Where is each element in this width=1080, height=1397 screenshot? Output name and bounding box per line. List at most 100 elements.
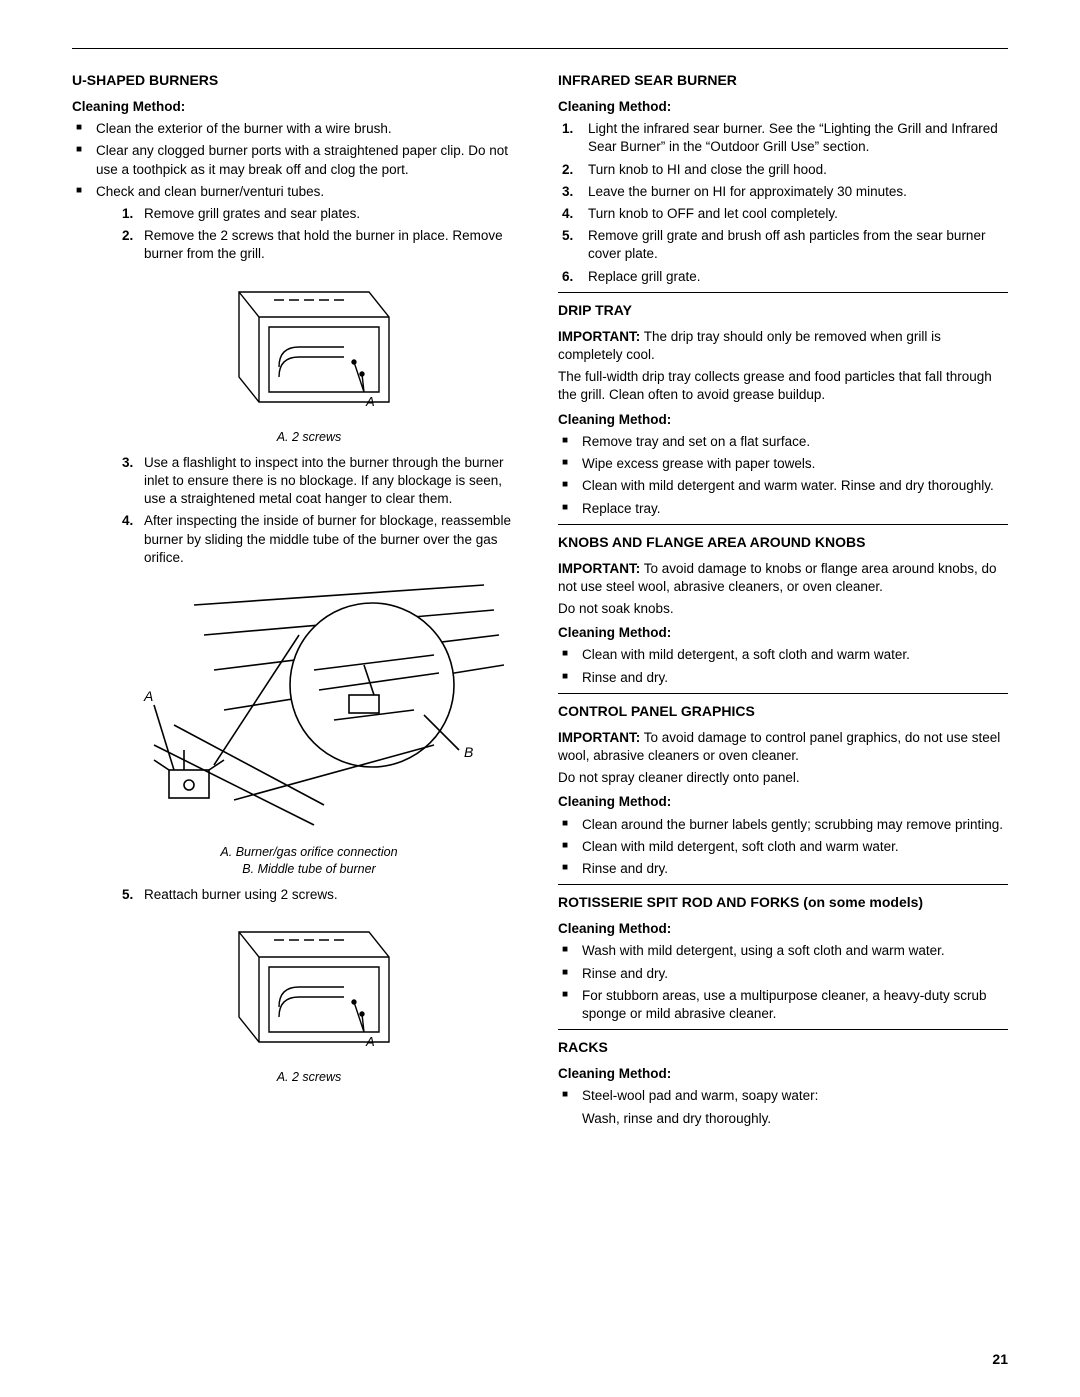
cleaning-method-label: Cleaning Method: [558,624,1008,642]
step-text: Turn knob to HI and close the grill hood… [588,162,827,177]
svg-text:A: A [365,1034,375,1049]
paragraph: Do not spray cleaner directly onto panel… [558,769,1008,787]
bullet-item: Clean with mild detergent and warm water… [558,477,1008,495]
step-item: 1.Light the infrared sear burner. See th… [558,120,1008,156]
section-title-rotisserie: ROTISSERIE SPIT ROD AND FORKS (on some m… [558,893,1008,912]
step-text: Remove grill grate and brush off ash par… [588,228,985,261]
important-label: IMPORTANT: [558,329,640,344]
drip-bullets: Remove tray and set on a flat surface. W… [558,433,1008,518]
bullet-text: Remove tray and set on a flat surface. [582,434,810,449]
rot-bullets: Wash with mild detergent, using a soft c… [558,942,1008,1023]
figure-caption: A. 2 screws [96,1069,522,1086]
paragraph: Do not soak knobs. [558,600,1008,618]
cleaning-method-label: Cleaning Method: [558,411,1008,429]
section-title-cpg: CONTROL PANEL GRAPHICS [558,702,1008,721]
paragraph: The full-width drip tray collects grease… [558,368,1008,404]
bullet-item: Clean with mild detergent, a soft cloth … [558,646,1008,664]
right-column: INFRARED SEAR BURNER Cleaning Method: 1.… [558,63,1008,1132]
bullet-item: Clean around the burner labels gently; s… [558,816,1008,834]
step-item: 4.Turn knob to OFF and let cool complete… [558,205,1008,223]
knobs-bullets: Clean with mild detergent, a soft cloth … [558,646,1008,686]
step-text: After inspecting the inside of burner fo… [144,513,511,564]
nested-steps-a: 1.Remove grill grates and sear plates. 2… [118,205,522,264]
bullet-item: Steel-wool pad and warm, soapy water: Wa… [558,1087,1008,1127]
nested-steps-b: 3.Use a flashlight to inspect into the b… [118,454,522,567]
top-rule [72,48,1008,49]
bullet-text: Rinse and dry. [582,861,668,876]
step-text: Reattach burner using 2 screws. [144,887,338,902]
racks-bullets: Steel-wool pad and warm, soapy water: Wa… [558,1087,1008,1127]
cleaning-method-label: Cleaning Method: [558,920,1008,938]
cleaning-method-label: Cleaning Method: [72,98,522,116]
step-text: Remove the 2 screws that hold the burner… [144,228,503,261]
section-title-drip: DRIP TRAY [558,301,1008,320]
bullet-item: Wash with mild detergent, using a soft c… [558,942,1008,960]
step-item: 2.Remove the 2 screws that hold the burn… [118,227,522,263]
bullet-text: Replace tray. [582,501,661,516]
section-rule [558,524,1008,525]
figure-caption-block: A. Burner/gas orifice connection B. Midd… [96,844,522,878]
figure-burner-screws-1: A [96,272,522,427]
bullet-text: Check and clean burner/venturi tubes. [96,184,324,199]
cleaning-method-label: Cleaning Method: [558,98,1008,116]
bullet-item: For stubborn areas, use a multipurpose c… [558,987,1008,1023]
cleaning-method-label: Cleaning Method: [558,1065,1008,1083]
step-text: Turn knob to OFF and let cool completely… [588,206,838,221]
page-number: 21 [992,1350,1008,1369]
section-title-ushaped: U-SHAPED BURNERS [72,71,522,90]
step-item: 6.Replace grill grate. [558,268,1008,286]
caption-line: B. Middle tube of burner [96,861,522,878]
caption-line: A. Burner/gas orifice connection [96,844,522,861]
bullet-item: Replace tray. [558,500,1008,518]
section-title-racks: RACKS [558,1038,1008,1057]
important-note: IMPORTANT: The drip tray should only be … [558,328,1008,364]
bullet-text: Rinse and dry. [582,670,668,685]
important-label: IMPORTANT: [558,561,640,576]
two-column-layout: U-SHAPED BURNERS Cleaning Method: Clean … [72,63,1008,1132]
bullet-item: Clear any clogged burner ports with a st… [72,142,522,178]
bullet-item: Check and clean burner/venturi tubes. 1.… [72,183,522,1087]
bullet-item: Rinse and dry. [558,669,1008,687]
left-column: U-SHAPED BURNERS Cleaning Method: Clean … [72,63,522,1132]
bullet-item: Clean with mild detergent, soft cloth an… [558,838,1008,856]
ushaped-bullets: Clean the exterior of the burner with a … [72,120,522,1086]
step-text: Use a flashlight to inspect into the bur… [144,455,503,506]
section-rule [558,693,1008,694]
bullet-item: Rinse and dry. [558,860,1008,878]
step-item: 4.After inspecting the inside of burner … [118,512,522,567]
step-text: Light the infrared sear burner. See the … [588,121,998,154]
section-rule [558,1029,1008,1030]
section-title-infrared: INFRARED SEAR BURNER [558,71,1008,90]
bullet-text: Steel-wool pad and warm, soapy water: [582,1088,818,1103]
step-item: 2.Turn knob to HI and close the grill ho… [558,161,1008,179]
figure-caption: A. 2 screws [96,429,522,446]
step-text: Leave the burner on HI for approximately… [588,184,907,199]
bullet-text: Clean the exterior of the burner with a … [96,121,392,136]
fig-label-A: A [365,394,375,409]
step-text: Remove grill grates and sear plates. [144,206,360,221]
important-label: IMPORTANT: [558,730,640,745]
section-title-knobs: KNOBS AND FLANGE AREA AROUND KNOBS [558,533,1008,552]
infrared-steps: 1.Light the infrared sear burner. See th… [558,120,1008,286]
step-item: 3.Leave the burner on HI for approximate… [558,183,1008,201]
bullet-text: Wash with mild detergent, using a soft c… [582,943,945,958]
bullet-item: Remove tray and set on a flat surface. [558,433,1008,451]
cleaning-method-label: Cleaning Method: [558,793,1008,811]
figure-burner-screws-2: A [96,912,522,1067]
step-item: 3.Use a flashlight to inspect into the b… [118,454,522,509]
step-item: 1.Remove grill grates and sear plates. [118,205,522,223]
nested-steps-c: 5.Reattach burner using 2 screws. [118,886,522,904]
figure-burner-orifice: A B [96,575,522,840]
step-text: Replace grill grate. [588,269,701,284]
bullet-text: Clean with mild detergent, soft cloth an… [582,839,899,854]
step-item: 5.Remove grill grate and brush off ash p… [558,227,1008,263]
bullet-item: Wipe excess grease with paper towels. [558,455,1008,473]
bullet-item: Clean the exterior of the burner with a … [72,120,522,138]
bullet-text: Rinse and dry. [582,966,668,981]
cpg-bullets: Clean around the burner labels gently; s… [558,816,1008,879]
step-item: 5.Reattach burner using 2 screws. [118,886,522,904]
section-rule [558,884,1008,885]
bullet-item: Rinse and dry. [558,965,1008,983]
bullet-text: For stubborn areas, use a multipurpose c… [582,988,986,1021]
svg-text:B: B [464,744,473,760]
